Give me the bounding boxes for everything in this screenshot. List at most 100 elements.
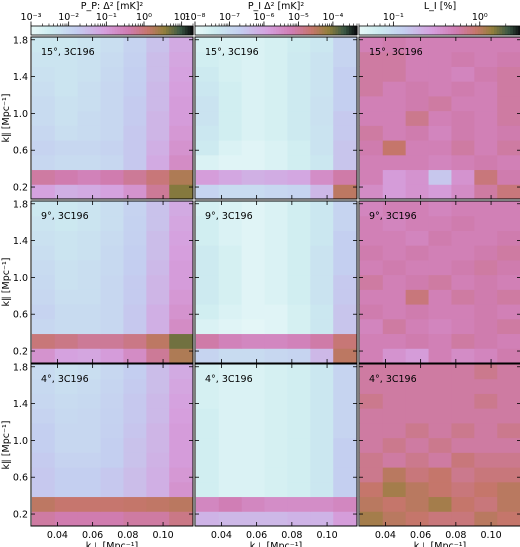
heatmap-cell bbox=[359, 37, 384, 53]
colorbar-segment bbox=[369, 26, 374, 35]
heatmap-cell bbox=[195, 289, 220, 305]
heatmap-cell bbox=[359, 169, 384, 185]
colorbar-segment bbox=[203, 26, 207, 35]
y-tick-label: 1.8 bbox=[13, 35, 28, 46]
heatmap-cell bbox=[428, 467, 452, 483]
colorbar-segment bbox=[434, 26, 438, 35]
heatmap-cell bbox=[382, 304, 407, 320]
heatmap-cell bbox=[497, 318, 520, 335]
colorbar-label: L_I [%] bbox=[424, 1, 456, 12]
colorbar-segment bbox=[418, 26, 422, 35]
heatmap-cell bbox=[241, 245, 266, 261]
heatmap-cell bbox=[451, 348, 475, 363]
heatmap-cell bbox=[310, 467, 334, 483]
colorbar-segment bbox=[93, 26, 97, 35]
heatmap-cell bbox=[405, 81, 430, 97]
heatmap-cell bbox=[333, 169, 357, 185]
heatmap-cell bbox=[195, 496, 220, 512]
heatmap-cell bbox=[77, 230, 102, 246]
heatmap-cells bbox=[31, 37, 193, 199]
heatmap-cell bbox=[359, 364, 384, 380]
heatmap-cell bbox=[218, 496, 243, 512]
heatmap-cell bbox=[264, 201, 288, 217]
heatmap-cell bbox=[54, 378, 79, 394]
colorbar-segment bbox=[284, 26, 288, 35]
colorbar-segment bbox=[321, 26, 326, 35]
heatmap-cell bbox=[77, 511, 102, 526]
heatmap-cell bbox=[195, 348, 220, 363]
heatmap-cell bbox=[333, 496, 357, 512]
colorbar-segment bbox=[464, 26, 468, 35]
panel-frame bbox=[194, 363, 358, 527]
colorbar-segment bbox=[36, 26, 40, 35]
heatmap-cell bbox=[474, 511, 498, 526]
heatmap-cell bbox=[195, 125, 220, 141]
heatmap-cell bbox=[77, 408, 102, 424]
heatmap-cell bbox=[359, 215, 384, 231]
heatmap-cell bbox=[100, 215, 124, 231]
heatmap-cell bbox=[169, 393, 193, 409]
colorbar-segment bbox=[71, 26, 75, 35]
heatmap-cell bbox=[218, 289, 243, 305]
heatmap-cell bbox=[474, 378, 498, 394]
heatmap-cell bbox=[123, 230, 147, 246]
heatmap-cell bbox=[218, 66, 243, 82]
x-tick-label: 0.10 bbox=[480, 530, 501, 541]
heatmap-cell bbox=[310, 51, 334, 67]
panel-r2-c0: 4°, 3C196 1.8 1.4 1.0 0.6 0.2 k∥ [Mpc⁻¹] 0.04 0.… bbox=[1, 362, 194, 547]
colorbar-segment bbox=[407, 26, 411, 35]
heatmap-cell bbox=[54, 289, 79, 305]
colorbar-segment bbox=[311, 26, 315, 35]
heatmap-cell bbox=[264, 393, 288, 409]
colorbar-segment bbox=[367, 26, 371, 35]
colorbar-segment bbox=[95, 26, 100, 35]
colorbar-segment bbox=[415, 26, 419, 35]
heatmap-cell bbox=[195, 140, 220, 156]
heatmap-cell bbox=[100, 364, 124, 380]
x-tick-label: 0.04 bbox=[375, 530, 396, 541]
heatmap-cell bbox=[264, 215, 288, 231]
colorbar-segment bbox=[335, 26, 339, 35]
heatmap-cell bbox=[100, 154, 124, 171]
colorbar-2: 10⁻¹ 10⁰ L_I [%] bbox=[358, 1, 520, 36]
heatmap-cell bbox=[169, 37, 193, 53]
heatmap-cell bbox=[405, 452, 430, 468]
heatmap-cell bbox=[333, 201, 357, 217]
colorbar-tick-label: 10⁻¹ bbox=[96, 12, 117, 23]
colorbar-segment bbox=[182, 26, 186, 35]
heatmap-cells bbox=[195, 37, 357, 199]
heatmap-cell bbox=[474, 245, 498, 261]
heatmap-cell bbox=[310, 378, 334, 394]
heatmap-cell bbox=[77, 169, 102, 185]
heatmap-cell bbox=[359, 318, 384, 335]
heatmap-cell bbox=[497, 95, 520, 112]
colorbar-segment bbox=[359, 26, 363, 35]
heatmap-cell bbox=[218, 333, 243, 349]
y-axis-label: k∥ [Mpc⁻¹] bbox=[1, 421, 12, 470]
heatmap-cell bbox=[123, 378, 147, 394]
heatmap-cell bbox=[451, 333, 475, 349]
heatmap-cell bbox=[123, 467, 147, 483]
x-tick-label: 0.06 bbox=[82, 530, 103, 541]
colorbar-segment bbox=[316, 26, 320, 35]
heatmap-cell bbox=[428, 496, 452, 512]
heatmap-cell bbox=[54, 95, 79, 112]
heatmap-cell bbox=[146, 66, 170, 82]
colorbar-segment bbox=[262, 26, 266, 35]
heatmap-cell bbox=[405, 364, 430, 380]
colorbar-segment bbox=[346, 26, 350, 35]
heatmap-cell bbox=[54, 467, 79, 483]
heatmap-cell bbox=[333, 66, 357, 82]
y-tick-label: 0.2 bbox=[13, 510, 28, 521]
heatmap-cell bbox=[31, 201, 56, 217]
colorbar-segment bbox=[82, 26, 86, 35]
heatmap-cell bbox=[497, 348, 520, 363]
heatmap-cell bbox=[310, 437, 334, 453]
colorbar-segment bbox=[155, 26, 159, 35]
heatmap-cell bbox=[195, 422, 220, 439]
heatmap-cell bbox=[241, 393, 266, 409]
heatmap-cell bbox=[474, 289, 498, 305]
colorbar-segment bbox=[308, 26, 312, 35]
x-axis-label: k⊥ [Mpc⁻¹] bbox=[86, 541, 138, 547]
heatmap-cell bbox=[146, 422, 170, 439]
